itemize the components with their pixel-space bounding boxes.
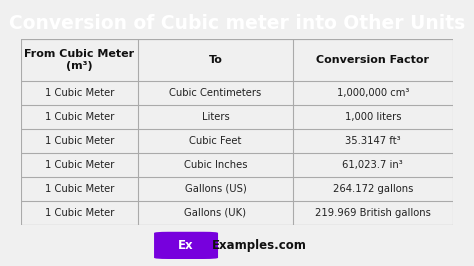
Text: Examples.com: Examples.com [212, 239, 307, 252]
Text: 264.172 gallons: 264.172 gallons [333, 184, 413, 194]
FancyBboxPatch shape [154, 232, 218, 259]
Text: Cubic Centimeters: Cubic Centimeters [169, 88, 262, 98]
Text: Conversion of Cubic meter into Other Units: Conversion of Cubic meter into Other Uni… [9, 14, 465, 33]
Text: From Cubic Meter
(m³): From Cubic Meter (m³) [25, 49, 135, 71]
Text: 1 Cubic Meter: 1 Cubic Meter [45, 208, 114, 218]
Text: 1 Cubic Meter: 1 Cubic Meter [45, 184, 114, 194]
Text: 1,000,000 cm³: 1,000,000 cm³ [337, 88, 409, 98]
Text: 1 Cubic Meter: 1 Cubic Meter [45, 112, 114, 122]
Text: Ex: Ex [178, 239, 194, 252]
Text: 219.969 British gallons: 219.969 British gallons [315, 208, 431, 218]
Text: Liters: Liters [201, 112, 229, 122]
Text: Cubic Inches: Cubic Inches [184, 160, 247, 170]
Text: Gallons (US): Gallons (US) [184, 184, 246, 194]
Text: 1 Cubic Meter: 1 Cubic Meter [45, 136, 114, 146]
Text: 35.3147 ft³: 35.3147 ft³ [345, 136, 401, 146]
Text: Conversion Factor: Conversion Factor [316, 55, 429, 65]
Text: 1 Cubic Meter: 1 Cubic Meter [45, 88, 114, 98]
Text: To: To [209, 55, 222, 65]
Text: Cubic Feet: Cubic Feet [189, 136, 242, 146]
Text: 61,023.7 in³: 61,023.7 in³ [343, 160, 403, 170]
Text: 1,000 liters: 1,000 liters [345, 112, 401, 122]
Text: Gallons (UK): Gallons (UK) [184, 208, 246, 218]
Text: 1 Cubic Meter: 1 Cubic Meter [45, 160, 114, 170]
